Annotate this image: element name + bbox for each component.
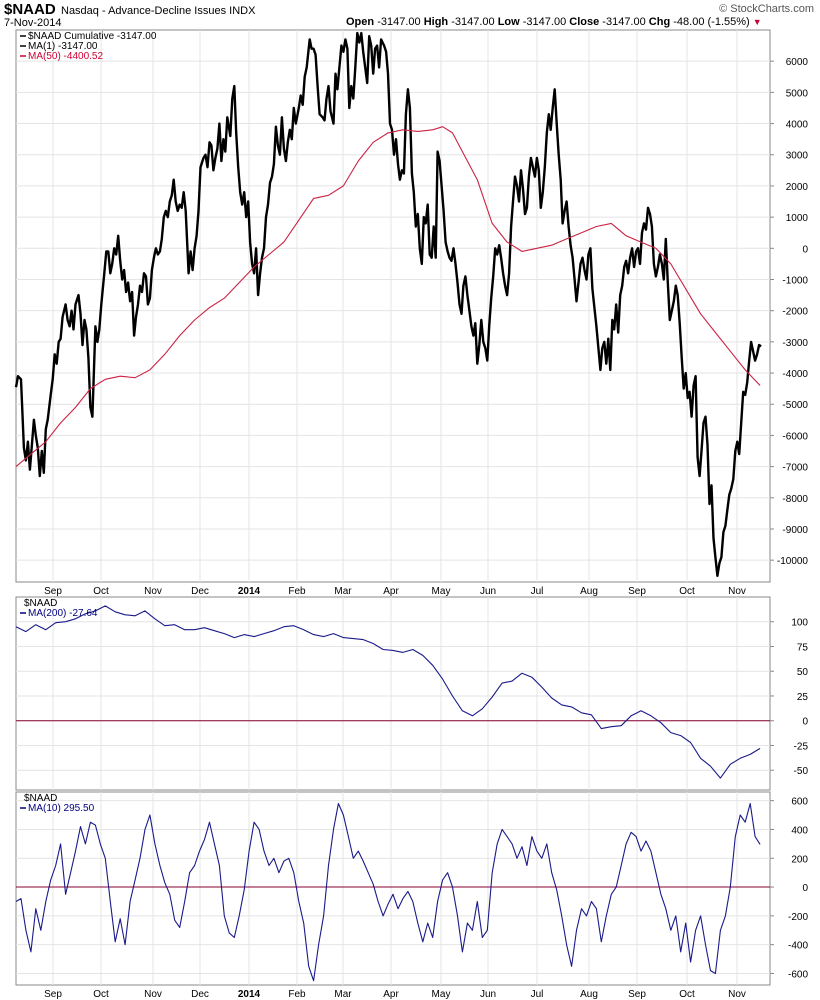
y-tick-label: -3000 xyxy=(782,338,808,349)
stockcharts-credit[interactable]: © StockCharts.com xyxy=(719,3,814,15)
close-label: Close xyxy=(569,16,600,28)
y-tick-label: 5000 xyxy=(786,88,809,99)
series--naad-cumulative xyxy=(14,31,762,577)
series-ma-50- xyxy=(15,126,761,468)
y-tick-label: -25 xyxy=(794,741,809,752)
x-tick-label: Sep xyxy=(628,989,646,1000)
x-tick-label: Nov xyxy=(728,586,746,597)
legend-entry: MA(200) -27.64 xyxy=(28,608,98,619)
down-arrow-icon: ▼ xyxy=(752,17,762,27)
x-tick-label: Jul xyxy=(531,989,544,1000)
x-tick-label: May xyxy=(432,586,451,597)
y-tick-label: 200 xyxy=(791,854,808,865)
y-tick-label: -1000 xyxy=(782,275,808,286)
x-tick-label: May xyxy=(432,989,451,1000)
x-tick-label: Oct xyxy=(679,586,695,597)
x-tick-label: Oct xyxy=(679,989,695,1000)
x-tick-label: Feb xyxy=(288,989,306,1000)
y-tick-label: 0 xyxy=(802,244,808,255)
y-tick-label: -7000 xyxy=(782,463,808,474)
open-label: Open xyxy=(346,16,375,28)
series-ma-10- xyxy=(15,802,761,982)
high-value: -3147.00 xyxy=(451,16,495,28)
x-tick-label: Jul xyxy=(531,586,544,597)
x-tick-label: Apr xyxy=(383,989,399,1000)
symbol-title: $NAAD xyxy=(4,1,56,18)
x-tick-label: Aug xyxy=(580,989,598,1000)
y-tick-label: 0 xyxy=(802,717,808,728)
y-tick-label: 400 xyxy=(791,825,808,836)
legend-entry: MA(10) 295.50 xyxy=(28,803,95,814)
y-tick-label: 1000 xyxy=(786,213,809,224)
x-tick-label: Sep xyxy=(628,586,646,597)
legend-entry: $NAAD xyxy=(24,598,57,609)
x-tick-label: Sep xyxy=(44,586,62,597)
y-tick-label: 100 xyxy=(791,618,808,629)
open-value: -3147.00 xyxy=(377,16,421,28)
x-tick-label: Aug xyxy=(580,586,598,597)
ohlc-readout: Open -3147.00 High -3147.00 Low -3147.00… xyxy=(346,16,762,28)
x-tick-label: Feb xyxy=(288,586,306,597)
legend-entry: $NAAD Cumulative -3147.00 xyxy=(28,31,157,42)
panel-1: -10000-9000-8000-7000-6000-5000-4000-300… xyxy=(14,29,809,597)
y-tick-label: 4000 xyxy=(786,120,809,131)
x-tick-label: Sep xyxy=(44,989,62,1000)
y-tick-label: 50 xyxy=(797,667,809,678)
y-tick-label: 3000 xyxy=(786,151,809,162)
low-label: Low xyxy=(497,16,520,28)
index-name: Nasdaq - Advance-Decline Issues INDX xyxy=(61,5,256,17)
chg-value: -48.00 (-1.55%) xyxy=(673,16,750,28)
panel-frame xyxy=(15,596,771,791)
y-tick-label: -2000 xyxy=(782,307,808,318)
y-tick-label: -6000 xyxy=(782,431,808,442)
y-tick-label: -10000 xyxy=(777,556,809,567)
x-tick-label: Nov xyxy=(144,586,162,597)
x-tick-label: Jun xyxy=(480,586,496,597)
x-tick-label: Nov xyxy=(144,989,162,1000)
x-tick-label: 2014 xyxy=(238,586,261,597)
panel-frame xyxy=(15,29,771,583)
close-value: -3147.00 xyxy=(602,16,646,28)
legend-entry: MA(1) -3147.00 xyxy=(28,41,98,52)
x-tick-label: Oct xyxy=(93,989,109,1000)
y-tick-label: -5000 xyxy=(782,400,808,411)
y-tick-label: 600 xyxy=(791,797,808,808)
y-tick-label: -600 xyxy=(788,969,808,980)
y-tick-label: -200 xyxy=(788,912,808,923)
low-value: -3147.00 xyxy=(522,16,567,28)
x-tick-label: Dec xyxy=(191,989,209,1000)
y-tick-label: 25 xyxy=(797,692,809,703)
y-tick-label: -4000 xyxy=(782,369,808,380)
y-tick-label: -400 xyxy=(788,941,808,952)
series-ma-200- xyxy=(15,605,761,779)
legend-entry: $NAAD xyxy=(24,793,57,804)
x-tick-label: 2014 xyxy=(238,989,261,1000)
x-tick-label: Jun xyxy=(480,989,496,1000)
chart-date: 7-Nov-2014 xyxy=(4,17,62,29)
x-tick-label: Mar xyxy=(334,586,352,597)
x-tick-label: Dec xyxy=(191,586,209,597)
y-tick-label: 2000 xyxy=(786,182,809,193)
high-label: High xyxy=(423,16,449,28)
y-tick-label: -50 xyxy=(794,766,809,777)
x-tick-label: Nov xyxy=(728,989,746,1000)
y-tick-label: -9000 xyxy=(782,525,808,536)
panel-frame xyxy=(15,791,771,986)
y-tick-label: 6000 xyxy=(786,57,809,68)
x-tick-label: Oct xyxy=(93,586,109,597)
y-tick-label: 75 xyxy=(797,642,809,653)
chg-label: Chg xyxy=(648,16,671,28)
x-tick-label: Mar xyxy=(334,989,352,1000)
legend-entry: MA(50) -4400.52 xyxy=(28,51,103,62)
y-tick-label: 0 xyxy=(802,883,808,894)
y-tick-label: -8000 xyxy=(782,494,808,505)
x-tick-label: Apr xyxy=(383,586,399,597)
